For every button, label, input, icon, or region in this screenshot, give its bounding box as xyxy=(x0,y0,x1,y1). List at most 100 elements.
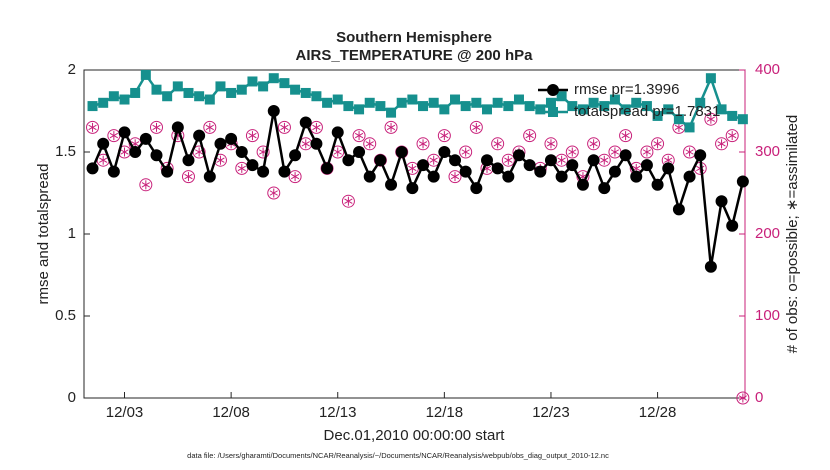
obs-asterisk xyxy=(557,157,566,163)
data-point xyxy=(406,182,419,195)
obs-circle xyxy=(704,112,718,126)
data-point xyxy=(555,170,568,183)
data-point xyxy=(523,159,536,172)
obs-point xyxy=(203,120,217,134)
data-point xyxy=(418,101,429,112)
data-point xyxy=(374,154,387,167)
x-tick-label: 12/13 xyxy=(319,404,357,421)
obs-asterisk xyxy=(248,132,257,139)
obs-circle xyxy=(725,129,739,143)
data-point xyxy=(321,162,334,175)
data-point xyxy=(641,101,652,112)
data-point xyxy=(343,101,354,112)
obs-point xyxy=(245,129,259,143)
data-point xyxy=(491,162,504,175)
obs-asterisk xyxy=(269,190,278,196)
data-point xyxy=(556,91,567,102)
y-axis-label: rmse and totalspread xyxy=(35,164,52,305)
data-point xyxy=(576,178,589,191)
obs-point xyxy=(459,145,473,159)
obs-point xyxy=(341,194,355,208)
obs-circle xyxy=(640,145,654,159)
obs-asterisk xyxy=(386,124,396,131)
data-point xyxy=(235,146,248,158)
data-point xyxy=(727,110,738,121)
data-point xyxy=(161,165,174,178)
y2-tick-label: 100 xyxy=(755,307,780,324)
obs-asterisk xyxy=(610,149,620,155)
obs-circle xyxy=(203,120,217,134)
data-point xyxy=(705,73,716,84)
obs-asterisk xyxy=(216,157,225,163)
data-point xyxy=(417,159,430,172)
data-point xyxy=(258,81,269,92)
data-point xyxy=(492,97,503,108)
obs-asterisk xyxy=(600,157,609,163)
data-point xyxy=(480,154,493,167)
data-point xyxy=(640,159,653,172)
obs-point xyxy=(256,145,270,159)
data-point xyxy=(257,165,270,178)
data-point xyxy=(172,81,183,92)
obs-circle xyxy=(715,137,729,151)
data-point xyxy=(342,154,355,167)
data-point xyxy=(459,165,472,178)
obs-circle xyxy=(523,129,537,143)
obs-asterisk xyxy=(738,395,748,401)
data-point xyxy=(608,165,621,178)
obs-asterisk xyxy=(461,149,470,155)
data-point xyxy=(203,170,216,183)
obs-asterisk xyxy=(237,165,246,172)
data-point xyxy=(524,101,535,112)
data-point xyxy=(619,149,632,162)
data-point xyxy=(194,91,205,102)
obs-circle xyxy=(565,145,579,159)
data-point xyxy=(299,116,312,129)
obs-asterisk xyxy=(333,149,342,155)
data-point xyxy=(631,97,642,108)
obs-asterisk xyxy=(205,124,214,131)
data-point xyxy=(599,101,610,112)
data-point xyxy=(395,146,408,158)
obs-asterisk xyxy=(450,173,460,180)
obs-asterisk xyxy=(418,141,428,147)
data-point xyxy=(684,122,695,133)
y2-tick-label: 0 xyxy=(755,389,763,406)
obs-circle xyxy=(416,137,430,151)
obs-circle xyxy=(341,194,355,208)
x-tick-label: 12/28 xyxy=(639,404,677,421)
data-point xyxy=(726,219,739,232)
data-point xyxy=(512,149,525,162)
obs-asterisk xyxy=(152,124,161,131)
obs-circle xyxy=(309,120,323,134)
obs-asterisk xyxy=(525,132,534,139)
data-point xyxy=(331,126,344,139)
data-point xyxy=(651,178,664,191)
data-point xyxy=(545,97,556,108)
data-point xyxy=(226,87,237,98)
data-point xyxy=(247,76,258,87)
obs-point xyxy=(565,145,579,159)
obs-asterisk xyxy=(621,132,630,139)
data-point xyxy=(535,104,546,115)
data-point xyxy=(364,97,375,108)
obs-circle xyxy=(384,120,398,134)
obs-asterisk xyxy=(589,141,598,147)
obs-point xyxy=(544,137,558,151)
data-point xyxy=(162,91,173,102)
data-point xyxy=(236,84,247,95)
obs-circle xyxy=(651,137,665,151)
x-axis-label: Dec.01,2010 00:00:00 start xyxy=(324,427,506,444)
data-point xyxy=(683,170,696,183)
data-point xyxy=(620,104,631,115)
data-point xyxy=(268,73,279,84)
data-point xyxy=(322,97,333,108)
data-point xyxy=(736,175,749,188)
chart-title: Southern Hemisphere xyxy=(336,29,492,46)
data-point xyxy=(598,182,611,195)
obs-asterisk xyxy=(642,149,652,155)
obs-asterisk xyxy=(706,116,716,122)
obs-asterisk xyxy=(685,149,694,155)
legend-marker xyxy=(547,84,559,96)
footnote: data file: /Users/gharamti/Documents/NCA… xyxy=(187,451,609,460)
